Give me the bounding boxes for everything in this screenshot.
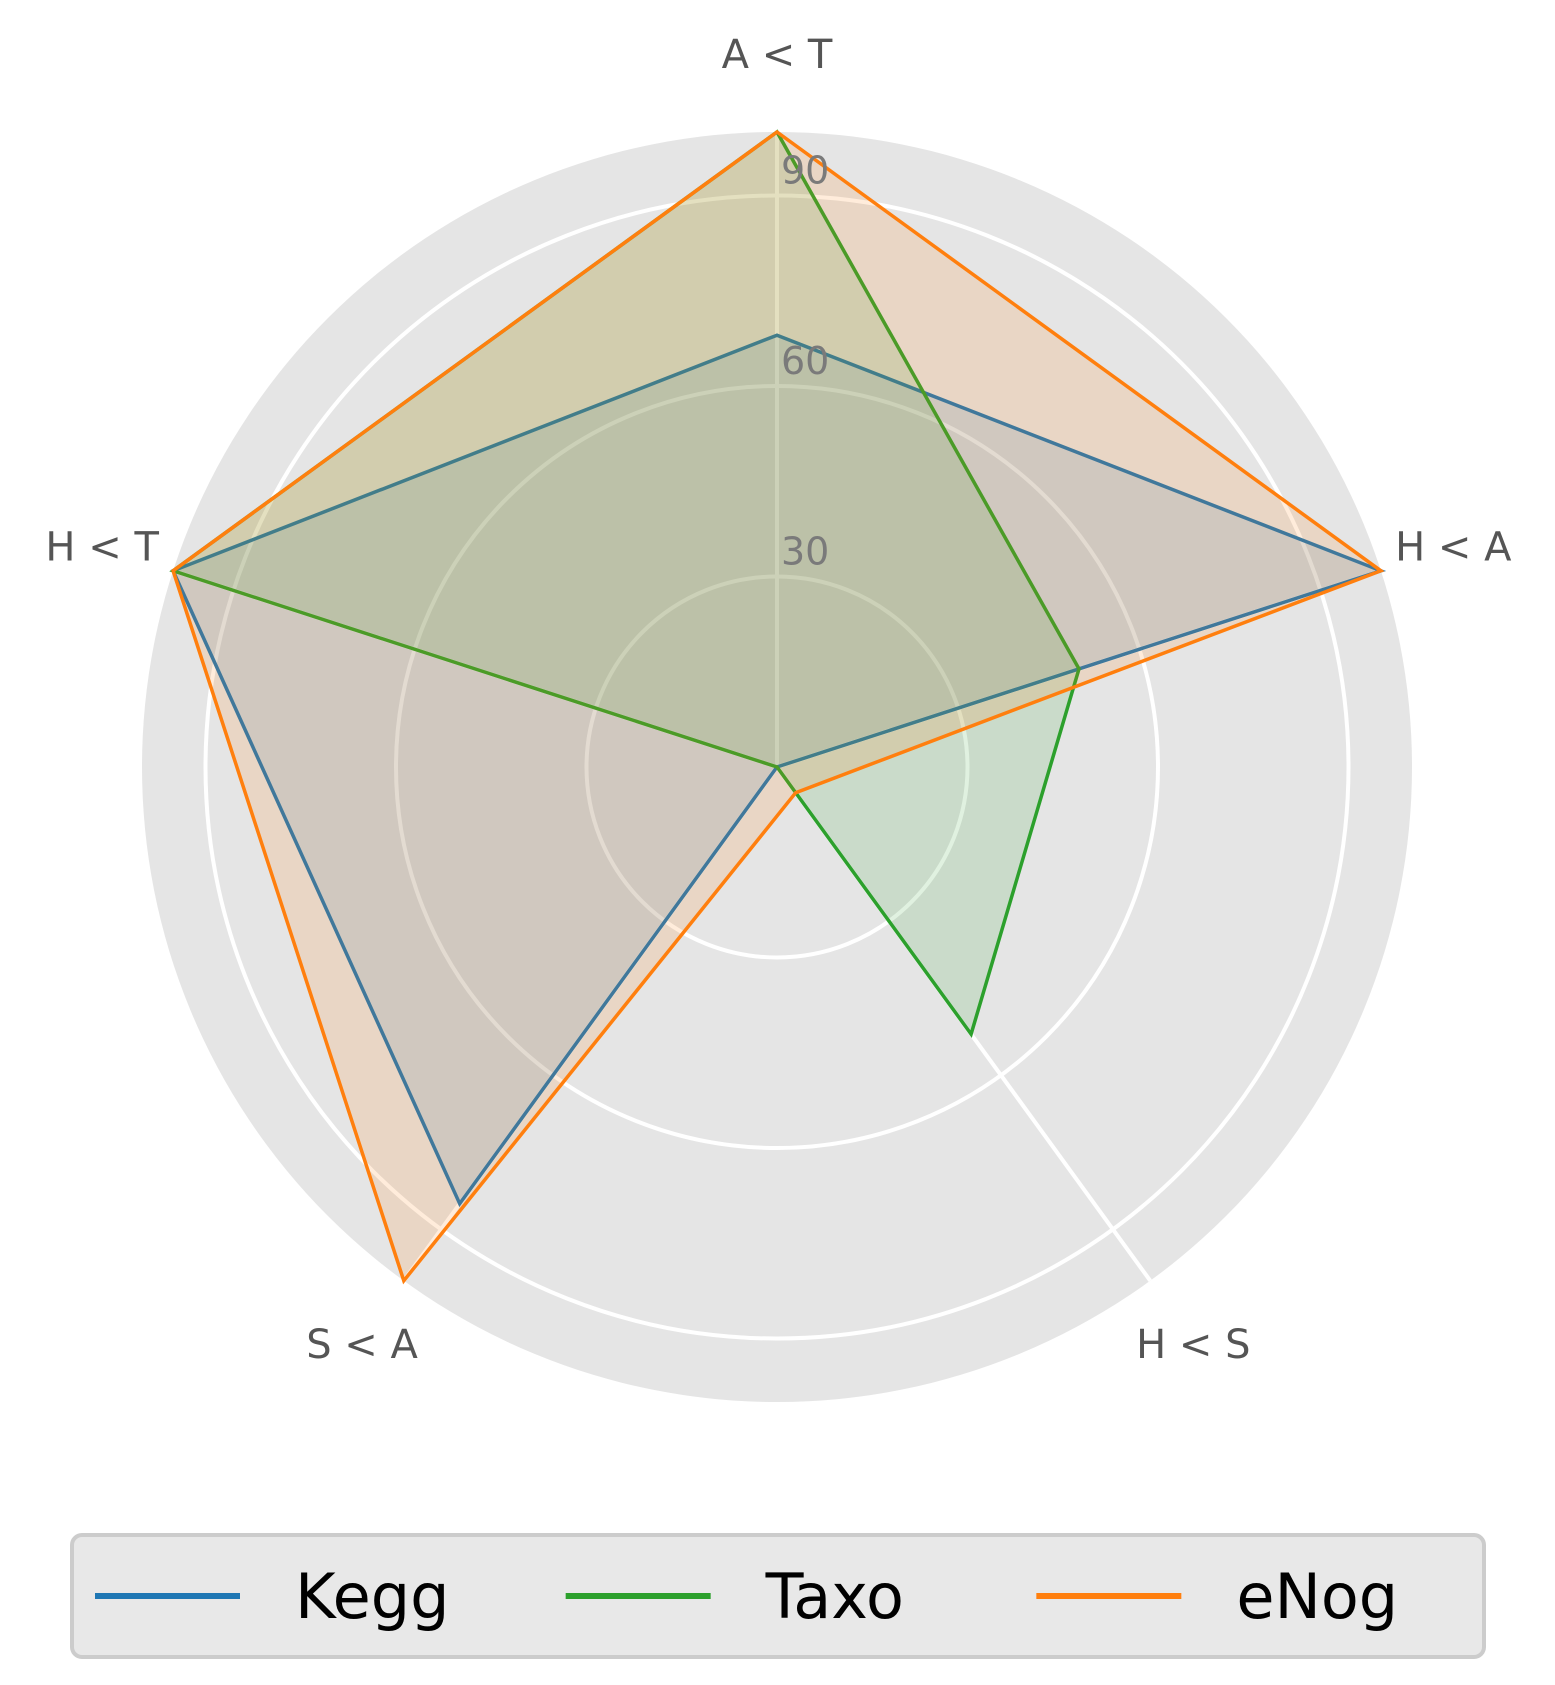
- series-point-enog-4: [171, 569, 175, 573]
- series-line-enog: [171, 129, 1385, 1285]
- axis-label-4: H < T: [45, 525, 159, 571]
- series-fill-enog: [173, 132, 1381, 1281]
- legend: Kegg Taxo eNog: [70, 1533, 1486, 1659]
- series-fill-taxo: [173, 132, 1080, 1035]
- axis-labels: A < T H < A H < S S < A H < T: [45, 32, 1512, 1368]
- series-point-enog-1: [1379, 569, 1383, 573]
- axis-label-0: A < T: [722, 32, 833, 78]
- series-fill-kegg: [173, 335, 1381, 1204]
- series-point-enog-2: [794, 791, 798, 795]
- legend-label-taxo: Taxo: [765, 1560, 904, 1633]
- series-point-taxo-3: [775, 765, 779, 769]
- series-point-taxo-1: [1077, 667, 1081, 671]
- radial-tick-label-90: 90: [781, 149, 829, 193]
- radial-tick-labels: 30 60 90: [781, 149, 829, 574]
- axis-label-3: S < A: [306, 1322, 418, 1368]
- series-layer: [169, 129, 1387, 1285]
- series-point-enog-0: [775, 130, 779, 134]
- series-point-kegg-3: [458, 1202, 462, 1206]
- series-point-enog-3: [402, 1279, 406, 1283]
- radial-tick-label-30: 30: [781, 530, 829, 574]
- legend-frame: [70, 1533, 1486, 1659]
- axis-label-1: H < A: [1395, 525, 1512, 571]
- series-line-kegg: [170, 333, 1387, 1208]
- axis-label-2: H < S: [1136, 1322, 1250, 1368]
- series-point-taxo-2: [969, 1032, 973, 1036]
- radial-tick-label-60: 60: [781, 339, 829, 383]
- legend-label-enog: eNog: [1236, 1560, 1398, 1633]
- series-point-kegg-0: [775, 333, 779, 337]
- legend-label-kegg: Kegg: [295, 1560, 449, 1633]
